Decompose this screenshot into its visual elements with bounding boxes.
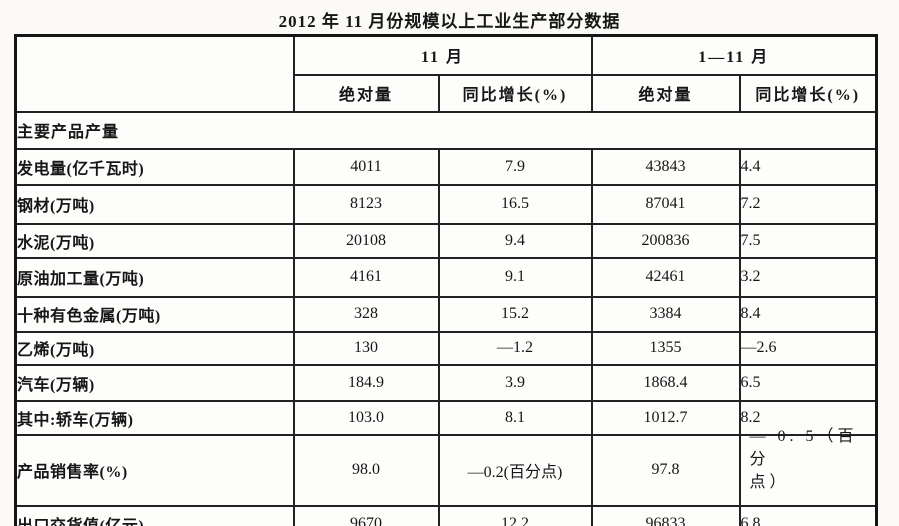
cell-jan-nov-yoy: 3.2: [738, 256, 878, 298]
cell-jan-nov-abs: 200836: [590, 222, 741, 259]
cell-nov-yoy: 3.9: [437, 363, 593, 402]
cell-jan-nov-yoy: 6.8: [738, 505, 878, 526]
corner-cell: [14, 34, 295, 113]
table-row: 乙烯(万吨) 130 —1.2 1355 —2.6: [14, 330, 878, 366]
table-row: 十种有色金属(万吨) 328 15.2 3384 8.4: [14, 295, 878, 333]
cell-jan-nov-yoy: 8.4: [738, 295, 878, 333]
cell-nov-abs: 9670: [292, 505, 440, 526]
table-row: 产品销售率(%) 98.0 —0.2(百分点) 97.8 — 0. 5（百 分 …: [14, 428, 878, 508]
cell-nov-yoy: 8.1: [437, 399, 593, 436]
table-row: 发电量(亿千瓦时) 4011 7.9 43843 4.4: [14, 147, 878, 186]
cell-jan-nov-yoy: 7.2: [738, 183, 878, 225]
cell-nov-abs: 20108: [292, 222, 440, 259]
row-label: 乙烯(万吨): [14, 330, 295, 366]
row-label: 钢材(万吨): [14, 183, 295, 225]
table-title: 2012 年 11 月份规模以上工业生产部分数据: [278, 12, 621, 31]
cell-jan-nov-abs: 97.8: [590, 433, 741, 508]
cell-nov-yoy: —0.2(百分点): [437, 433, 593, 508]
cell-nov-abs: 184.9: [292, 363, 440, 402]
cell-jan-nov-yoy: 7.5: [738, 222, 878, 259]
cell-jan-nov-abs: 1868.4: [590, 363, 741, 402]
cell-nov-abs: 4161: [292, 256, 440, 298]
table-row: 原油加工量(万吨) 4161 9.1 42461 3.2: [14, 256, 878, 298]
cell-jan-nov-yoy: 8.2: [738, 399, 878, 436]
cell-nov-yoy: 15.2: [437, 295, 593, 333]
cell-jan-nov-abs: 42461: [590, 256, 741, 298]
col-group-nov: 11 月: [292, 34, 593, 76]
table-row: 其中:轿车(万辆) 103.0 8.1 1012.7 8.2: [14, 399, 878, 436]
data-table: 11 月 1—11 月 绝对量 同比增长(%) 绝对量 同比增长(%) 主要产品…: [14, 34, 878, 526]
row-label: 十种有色金属(万吨): [14, 295, 295, 333]
row-label: 其中:轿车(万辆): [14, 399, 295, 436]
col-group-jan-nov: 1—11 月: [590, 34, 878, 76]
section-row-label: 主要产品产量: [14, 110, 878, 150]
cell-nov-yoy: 16.5: [437, 183, 593, 225]
cell-nov-abs: 98.0: [292, 433, 440, 508]
cell-jan-nov-yoy: —2.6: [738, 330, 878, 366]
table-row: 水泥(万吨) 20108 9.4 200836 7.5: [14, 222, 878, 259]
row-label: 出口交货值(亿元): [14, 505, 295, 526]
table-row: 汽车(万辆) 184.9 3.9 1868.4 6.5: [14, 363, 878, 402]
row-label: 产品销售率(%): [14, 433, 295, 508]
cell-jan-nov-abs: 1355: [590, 330, 741, 366]
row-label: 发电量(亿千瓦时): [14, 147, 295, 186]
cell-jan-nov-abs: 1012.7: [590, 399, 741, 436]
cell-nov-abs: 130: [292, 330, 440, 366]
cell-jan-nov-yoy: 6.5: [738, 363, 878, 402]
row-label: 原油加工量(万吨): [14, 256, 295, 298]
col-header-abs-nov: 绝对量: [292, 73, 440, 113]
cell-nov-yoy: 9.1: [437, 256, 593, 298]
row-label: 汽车(万辆): [14, 363, 295, 402]
cell-nov-yoy: —1.2: [437, 330, 593, 366]
section-row: 主要产品产量: [14, 110, 878, 150]
cell-nov-abs: 328: [292, 295, 440, 333]
cell-nov-abs: 4011: [292, 147, 440, 186]
cell-jan-nov-yoy: — 0. 5（百 分 点）: [738, 428, 878, 508]
row-label: 水泥(万吨): [14, 222, 295, 259]
cell-jan-nov-abs: 96833: [590, 505, 741, 526]
cell-jan-nov-abs: 3384: [590, 295, 741, 333]
cell-jan-nov-abs: 87041: [590, 183, 741, 225]
overflowing-value: — 0. 5（百 分 点）: [749, 427, 858, 491]
table-row: 钢材(万吨) 8123 16.5 87041 7.2: [14, 183, 878, 225]
col-header-yoy-jan-nov: 同比增长(%): [738, 73, 878, 113]
cell-nov-yoy: 12.2: [437, 505, 593, 526]
cell-nov-yoy: 9.4: [437, 222, 593, 259]
col-header-yoy-nov: 同比增长(%): [437, 73, 593, 113]
col-header-abs-jan-nov: 绝对量: [590, 73, 741, 113]
cell-jan-nov-yoy: 4.4: [738, 147, 878, 186]
cell-nov-abs: 103.0: [292, 399, 440, 436]
header-row-sub: 绝对量 同比增长(%) 绝对量 同比增长(%): [16, 73, 878, 113]
cell-jan-nov-abs: 43843: [590, 147, 741, 186]
header-row-groups: 11 月 1—11 月: [14, 34, 878, 113]
table-row: 出口交货值(亿元) 9670 12.2 96833 6.8: [14, 505, 878, 526]
cell-nov-yoy: 7.9: [437, 147, 593, 186]
cell-nov-abs: 8123: [292, 183, 440, 225]
